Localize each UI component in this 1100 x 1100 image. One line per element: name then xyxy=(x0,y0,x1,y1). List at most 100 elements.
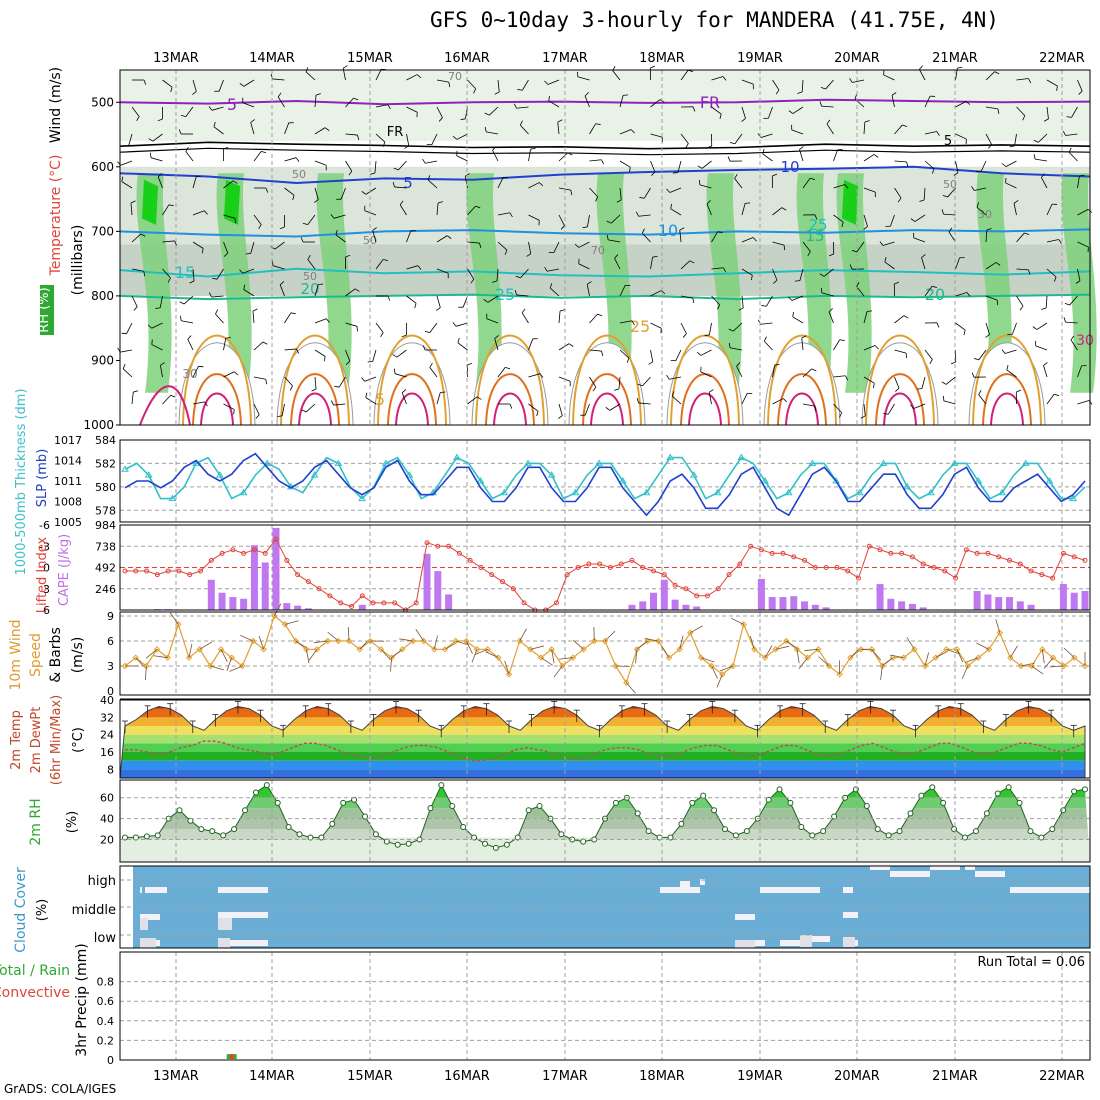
wind-barb xyxy=(863,120,870,135)
wind-barb-flag xyxy=(382,141,386,147)
wind-barb-flag xyxy=(867,310,873,312)
isotherm-35c xyxy=(395,392,429,426)
wind-barb xyxy=(833,214,844,227)
wind-barb-shaft xyxy=(894,376,900,389)
wind-barb-shaft xyxy=(791,129,804,135)
lifted-index-marker xyxy=(316,586,322,592)
temp2m-tick-label: 32 xyxy=(100,711,114,724)
wind-barb xyxy=(650,322,662,334)
wind-barb-flag xyxy=(864,120,870,123)
thickness-marker xyxy=(358,494,366,502)
wind-barb xyxy=(635,211,651,217)
wind-barb-shaft xyxy=(284,157,297,162)
axis-label-rh: RH (%) xyxy=(37,287,52,332)
wind-barb xyxy=(131,295,138,311)
wind-barb xyxy=(544,266,560,272)
wind-barb-shaft xyxy=(192,79,197,92)
lifted-index-marker xyxy=(262,550,268,556)
wind10m-marker xyxy=(271,612,278,620)
wind-barb-flag xyxy=(921,254,926,258)
wind10m-marker xyxy=(1071,654,1078,661)
wind-barb xyxy=(854,94,865,108)
wind-barb-flag xyxy=(1063,317,1066,323)
wind-barb xyxy=(365,392,377,405)
rh2m-marker xyxy=(863,803,870,810)
wind10m-marker xyxy=(601,637,609,645)
lifted-index-marker xyxy=(618,561,624,567)
wind-barb-flag xyxy=(521,308,526,314)
wind-barb xyxy=(307,254,316,270)
wind-barb xyxy=(162,268,171,283)
lifted-index-marker xyxy=(478,565,484,570)
wind10m-barb xyxy=(906,637,915,650)
isotherm-15c xyxy=(119,267,1091,278)
rh2m-marker xyxy=(209,828,216,835)
wind-barb-flag xyxy=(941,381,947,385)
wind-barb-shaft xyxy=(700,349,712,356)
wind-barb-shaft xyxy=(192,401,205,405)
wind-barb-flag xyxy=(262,341,268,345)
wind-barb-shaft xyxy=(486,318,499,324)
cloud-block xyxy=(870,864,890,870)
wind-barb-shaft xyxy=(492,150,499,162)
wind-barb-flag xyxy=(416,74,422,79)
rh2m-marker xyxy=(787,799,794,806)
wind10m-barb xyxy=(474,648,488,655)
wind-barb-shaft xyxy=(162,394,171,405)
wind-barb-shaft xyxy=(1065,321,1078,324)
wind-barb-shaft xyxy=(1038,133,1048,143)
wind-barb-flag xyxy=(311,388,317,392)
wind-barb-flag xyxy=(387,104,391,110)
wind-barb-flag xyxy=(879,241,884,246)
wind10m-barb xyxy=(485,651,499,659)
wind-barb-shaft xyxy=(700,371,712,378)
cape-bar xyxy=(908,603,916,610)
wind-barb xyxy=(955,322,966,335)
wind-barb xyxy=(208,106,224,111)
wind-barb xyxy=(1001,160,1017,167)
wind-barb xyxy=(978,390,987,405)
wind-barb xyxy=(799,146,804,162)
wind-barb xyxy=(619,349,630,363)
wind-barb-shaft xyxy=(497,241,508,251)
wind-barb-shaft xyxy=(589,313,598,324)
top-date-label: 22MAR xyxy=(1039,51,1085,66)
wind-barb xyxy=(802,403,817,412)
wind-barb xyxy=(492,146,499,162)
wind-barb xyxy=(436,201,443,216)
wind-barb-shaft xyxy=(467,79,476,90)
wind-barb-flag xyxy=(448,82,451,88)
rh2m-marker xyxy=(242,807,248,814)
precip-convective-bar xyxy=(229,1054,234,1060)
wind-barb-flag xyxy=(383,259,389,262)
temp-color-band xyxy=(120,769,1085,778)
wind-barb xyxy=(589,159,605,165)
wind10m-marker xyxy=(335,637,342,645)
wind-barb-shaft xyxy=(741,106,746,119)
lifted-index-marker xyxy=(370,600,376,606)
wind-barb-shaft xyxy=(619,129,632,135)
wind-barb-flag xyxy=(814,214,818,220)
cape-bar xyxy=(304,608,312,610)
axis-label-millibars: (millibars) xyxy=(70,225,86,296)
wind-barb-shaft xyxy=(706,203,712,216)
wind-barb-shaft xyxy=(401,392,407,405)
lifted-index-marker xyxy=(953,575,959,581)
wind-barb-flag xyxy=(380,332,384,338)
wind-barb xyxy=(1046,268,1057,282)
cape-bar xyxy=(218,592,226,610)
chart-title: GFS 0~10day 3-hourly for MANDERA (41.75E… xyxy=(430,8,999,32)
wind-barb-flag xyxy=(637,383,643,387)
lifted-index-marker xyxy=(435,543,441,549)
bottom-date-label: 17MAR xyxy=(542,1069,588,1084)
wind-barb-flag xyxy=(809,177,815,180)
wind10m-barb xyxy=(572,639,584,650)
wind-barb-flag xyxy=(335,229,338,235)
bottom-date-label: 18MAR xyxy=(639,1069,685,1084)
thickness-marker xyxy=(618,477,627,484)
wind-barb-shaft xyxy=(281,403,285,416)
wind-barb-shaft xyxy=(558,311,561,324)
wind10m-barb xyxy=(380,649,391,661)
wind-barb-shaft xyxy=(396,349,407,358)
rh2m-marker xyxy=(285,823,292,830)
